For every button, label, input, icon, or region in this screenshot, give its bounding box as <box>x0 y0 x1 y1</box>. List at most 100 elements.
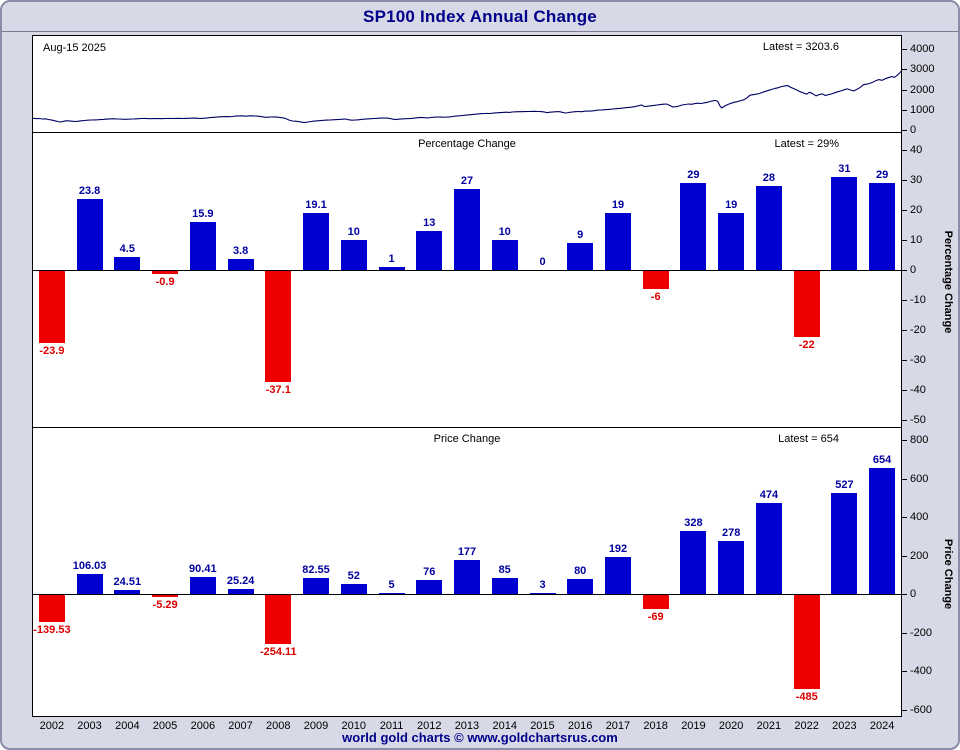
y-tick-mark <box>902 330 907 331</box>
bar-value-label: 28 <box>762 172 776 184</box>
percentage-axis-title: Percentage Change <box>942 230 954 334</box>
positive-bar-2010 <box>340 584 367 595</box>
negative-bar-2002 <box>38 271 65 343</box>
y-tick-label: 3000 <box>910 63 935 76</box>
bar-value-label: 10 <box>347 226 360 238</box>
positive-bar-2009 <box>303 212 329 270</box>
x-axis-label: 2016 <box>567 720 593 732</box>
x-axis-labels: 2002 2003 2004 2005 2006 2007 2008 2009 2010 2011… <box>33 720 901 734</box>
negative-bar-2005 <box>152 271 179 274</box>
x-axis-label: 2007 <box>228 720 253 732</box>
x-axis-label: 2014 <box>492 720 517 732</box>
y-tick-mark <box>902 300 907 301</box>
positive-bar-2024 <box>869 468 896 595</box>
x-axis-label: 2004 <box>115 720 140 732</box>
y-tick-label: -40 <box>910 384 926 396</box>
title-separator <box>2 31 958 32</box>
x-axis-label: 2022 <box>794 720 819 732</box>
bar-value-label: 9 <box>577 229 584 241</box>
positive-bar-2003 <box>76 198 103 270</box>
price-axis-title: Price Change <box>942 538 954 610</box>
y-tick-label: 20 <box>910 204 923 216</box>
bar-value-label: 5 <box>388 578 395 591</box>
positive-bar-2004 <box>114 256 141 270</box>
y-tick-label: 400 <box>910 511 929 524</box>
positive-bar-2016 <box>567 243 594 270</box>
y-tick-label: 2000 <box>910 83 935 96</box>
bar-value-label: 4.5 <box>119 242 135 255</box>
positive-bar-2020 <box>718 540 745 595</box>
y-tick-label: -600 <box>910 704 933 716</box>
y-tick-mark <box>902 671 907 673</box>
y-tick-label: -20 <box>910 324 926 336</box>
bar-value-label: 24.51 <box>113 575 142 588</box>
positive-bar-2016 <box>567 578 594 595</box>
positive-bar-2012 <box>416 231 443 270</box>
x-axis-label: 2019 <box>681 720 706 732</box>
y-tick-label: 1000 <box>910 103 935 116</box>
bar-value-label: 15.9 <box>192 208 214 221</box>
y-tick-label: 0 <box>910 264 917 276</box>
y-tick-mark <box>902 555 907 557</box>
positive-bar-2009 <box>303 578 329 595</box>
bar-value-label: 27 <box>460 175 474 187</box>
bar-value-label: 29 <box>687 169 700 181</box>
bar-value-label: 19.1 <box>305 198 327 211</box>
positive-bar-2006 <box>189 576 216 595</box>
x-axis-label: 2021 <box>756 720 782 732</box>
positive-bar-2017 <box>605 213 631 270</box>
bar-value-label: -69 <box>647 610 664 623</box>
positive-bar-2007 <box>227 589 254 595</box>
index-latest-value: Latest = 3203.6 <box>762 41 839 53</box>
positive-bar-2023 <box>831 492 858 595</box>
bar-value-label: -23.9 <box>39 344 65 357</box>
x-axis-label: 2010 <box>341 720 366 732</box>
x-axis-label: 2015 <box>530 720 555 732</box>
positive-bar-2013 <box>454 189 480 270</box>
bar-value-label: 474 <box>759 488 779 501</box>
positive-bar-2024 <box>869 183 896 270</box>
x-axis-label: 2017 <box>605 720 631 732</box>
positive-bar-2019 <box>680 531 707 595</box>
bar-value-label: 654 <box>872 454 892 467</box>
positive-bar-2011 <box>378 592 405 595</box>
bar-value-label: 328 <box>684 517 703 529</box>
positive-bar-2011 <box>378 267 405 270</box>
x-axis-label: 2018 <box>643 720 668 732</box>
chart-plot-area: Aug-15 2025 Latest = 3203.6 Percentage C… <box>32 35 902 717</box>
y-tick-label: -10 <box>910 294 926 306</box>
bar-value-label: 3.8 <box>232 244 249 257</box>
negative-bar-2018 <box>642 271 669 289</box>
bar-value-label: -22 <box>798 339 815 351</box>
y-tick-mark <box>902 710 907 711</box>
percentage-change-panel: Percentage Change Latest = 29% -23.9 23.8… <box>33 133 901 428</box>
bar-value-label: 82.55 <box>302 564 330 577</box>
bar-value-label: 527 <box>835 478 854 491</box>
price-change-panel: Price Change Latest = 654 -139.53 106.03 2… <box>33 428 901 716</box>
negative-bar-2002 <box>38 595 65 623</box>
bar-value-label: 76 <box>423 565 436 578</box>
y-tick-mark <box>902 270 907 271</box>
bar-value-label: -5.29 <box>152 598 178 611</box>
negative-bar-2008 <box>265 595 292 645</box>
x-axis-label: 2024 <box>869 720 895 732</box>
bar-value-label: 3 <box>539 578 546 591</box>
bar-value-label: 23.8 <box>78 184 101 197</box>
y-tick-mark <box>902 69 907 71</box>
index-price-line <box>33 70 901 124</box>
positive-bar-2020 <box>718 213 745 270</box>
negative-bar-2008 <box>265 271 292 383</box>
negative-bar-2022 <box>793 271 820 337</box>
y-tick-label: 40 <box>910 144 923 156</box>
bar-value-label: -485 <box>795 690 818 703</box>
positive-bar-2012 <box>416 579 443 595</box>
y-tick-label: -30 <box>910 354 926 366</box>
y-tick-mark <box>902 130 907 131</box>
footer-credit: world gold charts © www.goldchartsrus.co… <box>342 730 618 745</box>
bar-value-label: 177 <box>457 546 477 559</box>
positive-bar-2007 <box>227 258 254 270</box>
y-tick-mark <box>902 390 907 391</box>
x-axis-label: 2011 <box>379 720 404 732</box>
positive-bar-2004 <box>114 589 141 595</box>
